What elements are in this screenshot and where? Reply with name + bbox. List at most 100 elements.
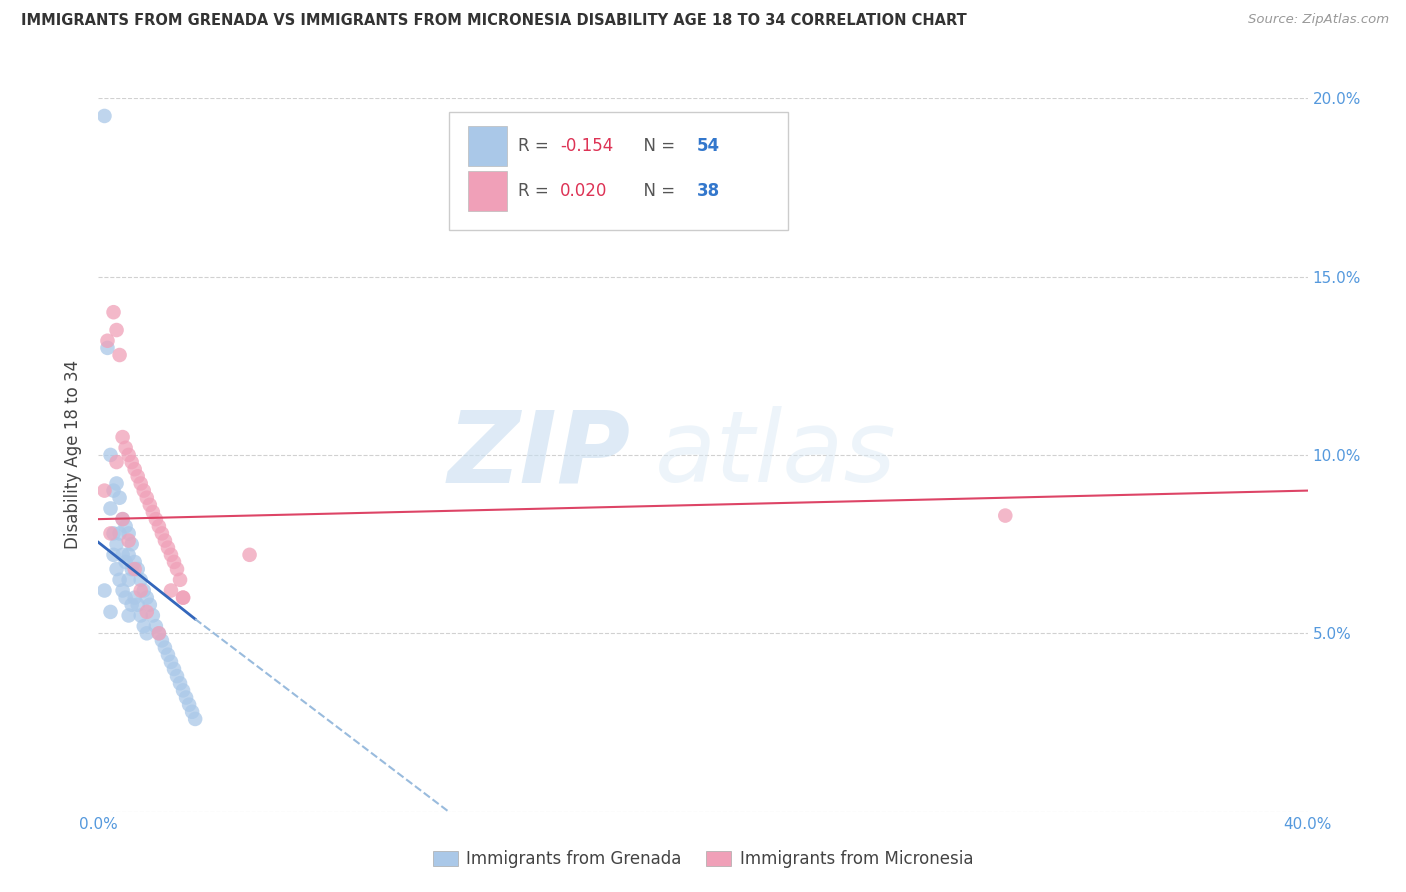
Text: R =: R = (517, 137, 554, 155)
Point (103, 305, 125, 319)
Point (129, 573, 152, 587)
Point (132, 619, 155, 633)
Point (103, 548, 125, 562)
Point (103, 483, 125, 498)
Point (93, 483, 115, 498)
Point (148, 519, 170, 533)
Point (111, 512, 134, 526)
Point (121, 537, 143, 551)
Point (148, 626, 170, 640)
Point (100, 526, 122, 541)
Point (172, 683, 194, 698)
Point (135, 626, 157, 640)
Text: N =: N = (633, 182, 681, 200)
Point (142, 608, 165, 623)
Point (127, 598, 149, 612)
Point (174, 690, 197, 705)
Point (145, 619, 167, 633)
Point (105, 455, 128, 469)
Point (114, 591, 136, 605)
Point (108, 526, 131, 541)
Text: R =: R = (517, 182, 554, 200)
Point (96, 334, 118, 348)
Point (93, 583, 115, 598)
Point (114, 519, 136, 533)
Point (181, 705, 204, 719)
Point (121, 598, 143, 612)
Text: 0.020: 0.020 (561, 182, 607, 200)
Point (132, 583, 155, 598)
Text: 54: 54 (697, 137, 720, 155)
Point (100, 501, 122, 516)
Point (100, 448, 122, 462)
Point (105, 562, 128, 576)
Point (93, 109, 115, 123)
Point (239, 548, 262, 562)
Point (163, 555, 186, 569)
Point (118, 448, 141, 462)
Point (135, 605, 157, 619)
Point (127, 562, 149, 576)
Text: 38: 38 (697, 182, 720, 200)
Point (108, 573, 131, 587)
Point (111, 430, 134, 444)
Point (129, 608, 152, 623)
Point (108, 491, 131, 505)
Text: Source: ZipAtlas.com: Source: ZipAtlas.com (1249, 13, 1389, 27)
Point (145, 512, 167, 526)
Point (96, 341, 118, 355)
Text: N =: N = (633, 137, 681, 155)
Point (994, 508, 1017, 523)
Point (114, 555, 136, 569)
Point (150, 633, 173, 648)
Point (160, 548, 183, 562)
Point (111, 548, 134, 562)
Point (132, 483, 155, 498)
Point (148, 626, 170, 640)
Point (172, 591, 194, 605)
Point (111, 583, 134, 598)
Text: IMMIGRANTS FROM GRENADA VS IMMIGRANTS FROM MICRONESIA DISABILITY AGE 18 TO 34 CO: IMMIGRANTS FROM GRENADA VS IMMIGRANTS FR… (21, 13, 967, 29)
Point (139, 598, 162, 612)
Point (150, 526, 173, 541)
Point (169, 676, 191, 690)
Point (172, 591, 194, 605)
Point (139, 498, 162, 512)
Legend: Immigrants from Grenada, Immigrants from Micronesia: Immigrants from Grenada, Immigrants from… (426, 844, 980, 875)
Point (135, 491, 157, 505)
Point (121, 562, 143, 576)
Point (129, 476, 152, 491)
Text: ZIP: ZIP (447, 407, 630, 503)
Point (124, 591, 146, 605)
FancyBboxPatch shape (449, 112, 787, 230)
Point (124, 555, 146, 569)
Point (118, 526, 141, 541)
Point (103, 526, 125, 541)
FancyBboxPatch shape (468, 126, 508, 166)
Point (127, 469, 149, 483)
Point (163, 662, 186, 676)
Point (142, 505, 165, 519)
Text: -0.154: -0.154 (561, 137, 613, 155)
Point (184, 712, 207, 726)
Point (135, 591, 157, 605)
Point (105, 537, 128, 551)
Point (153, 640, 176, 655)
FancyBboxPatch shape (468, 171, 508, 211)
Point (118, 548, 141, 562)
Point (129, 583, 152, 598)
Point (166, 562, 188, 576)
Point (108, 348, 131, 362)
Point (166, 669, 188, 683)
Point (105, 323, 128, 337)
Point (160, 655, 183, 669)
Point (111, 512, 134, 526)
Point (160, 583, 183, 598)
Point (169, 573, 191, 587)
Point (156, 541, 179, 555)
Point (153, 533, 176, 548)
Y-axis label: Disability Age 18 to 34: Disability Age 18 to 34 (65, 360, 83, 549)
Point (105, 476, 128, 491)
Point (100, 605, 122, 619)
Point (114, 441, 136, 455)
